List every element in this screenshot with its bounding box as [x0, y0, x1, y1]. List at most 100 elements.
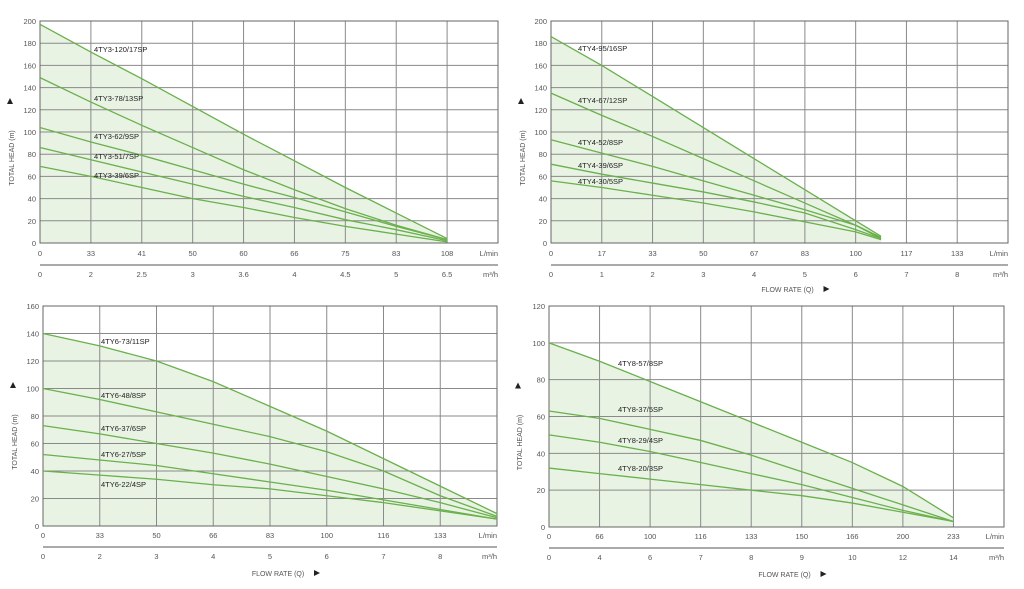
- x-tick-lmin: 0: [38, 249, 42, 258]
- y-tick-label: 20: [539, 217, 547, 226]
- x-axis-title: FLOW RATE (Q): [252, 571, 304, 578]
- plot-frame: [42, 305, 498, 527]
- y-arrow-icon: [515, 382, 521, 389]
- y-tick-label: 120: [26, 357, 39, 366]
- x-tick-m3h: 4: [597, 553, 601, 562]
- chart-1: 0204060801001201401601802004TY3-120/17SP…: [7, 17, 499, 279]
- curve-4ty6-22-4sp: [42, 470, 498, 520]
- x-tick-m3h: 3: [701, 270, 705, 279]
- x-tick-m3h: 2.5: [137, 270, 147, 279]
- x-tick-lmin: 100: [849, 249, 862, 258]
- curve-4ty6-48-8sp: [42, 387, 498, 517]
- curve-label: 4TY3-120/17SP: [94, 45, 147, 54]
- curve-label: 4TY8-37/5SP: [618, 405, 663, 414]
- x-tick-lmin: 41: [138, 249, 146, 258]
- x-tick-lmin: 66: [290, 249, 298, 258]
- x-tick-m3h: 0: [38, 270, 42, 279]
- x-tick-lmin: 66: [595, 532, 603, 541]
- y-axis-title: TOTAL HEAD (m): [517, 415, 524, 470]
- curve-label: 4TY6-27/5SP: [101, 450, 146, 459]
- y-tick-label: 160: [23, 61, 36, 70]
- x-tick-m3h: 6: [648, 553, 652, 562]
- curve-4ty4-39-6sp: [550, 163, 882, 240]
- x-tick-m3h: 9: [800, 553, 804, 562]
- x-tick-lmin: 66: [209, 531, 217, 540]
- y-tick-label: 120: [23, 106, 36, 115]
- curve-label: 4TY8-20/3SP: [618, 464, 663, 473]
- x-tick-m3h: 10: [848, 553, 856, 562]
- y-tick-label: 200: [23, 17, 36, 26]
- y-tick-label: 40: [539, 195, 547, 204]
- curve-label: 4TY4-52/8SP: [578, 138, 623, 147]
- y-tick-label: 40: [31, 467, 39, 476]
- x-tick-m3h: 5: [394, 270, 398, 279]
- x-tick-lmin: 67: [750, 249, 758, 258]
- x-tick-m3h: 0: [549, 270, 553, 279]
- curve-4ty8-20-3sp: [548, 467, 954, 523]
- y-tick-label: 100: [26, 385, 39, 394]
- y-tick-label: 180: [23, 39, 36, 48]
- curve-label: 4TY4-95/16SP: [578, 44, 627, 53]
- x-tick-lmin: 117: [900, 249, 912, 258]
- y-tick-label: 160: [26, 302, 39, 311]
- x-tick-m3h: 4.5: [340, 270, 350, 279]
- y-tick-label: 80: [539, 150, 547, 159]
- x-tick-lmin: 0: [547, 532, 551, 541]
- x-tick-m3h: 0: [41, 552, 45, 561]
- x-tick-m3h: 2: [89, 270, 93, 279]
- x-tick-m3h: 4: [292, 270, 296, 279]
- curve-label: 4TY6-37/6SP: [101, 424, 146, 433]
- curve-4ty3-120-17sp: [39, 23, 448, 240]
- y-tick-label: 80: [537, 376, 545, 385]
- x-tick-m3h: 5: [268, 552, 272, 561]
- x-tick-m3h: 7: [699, 553, 703, 562]
- x-unit-m3h: m³/h: [483, 270, 498, 279]
- y-tick-label: 0: [32, 239, 36, 248]
- x-tick-lmin: 50: [188, 249, 196, 258]
- y-axis-title: TOTAL HEAD (m): [9, 130, 16, 185]
- curve-label: 4TY6-48/8SP: [101, 391, 146, 400]
- x-unit-lmin: L/min: [986, 532, 1004, 541]
- x-tick-m3h: 3: [191, 270, 195, 279]
- y-tick-label: 80: [28, 150, 36, 159]
- x-unit-m3h: m³/h: [989, 553, 1004, 562]
- x-unit-m3h: m³/h: [993, 270, 1008, 279]
- curve-label: 4TY6-22/4SP: [101, 480, 146, 489]
- y-tick-label: 40: [28, 195, 36, 204]
- x-tick-lmin: 75: [341, 249, 349, 258]
- x-tick-lmin: 150: [796, 532, 809, 541]
- x-unit-lmin: L/min: [480, 249, 498, 258]
- y-tick-label: 140: [23, 84, 36, 93]
- x-tick-lmin: 200: [897, 532, 910, 541]
- x-axis-title: FLOW RATE (Q): [758, 572, 810, 579]
- curve-4ty3-51-7sp: [39, 146, 448, 242]
- x-arrow-icon: [314, 570, 320, 576]
- x-tick-m3h: 7: [904, 270, 908, 279]
- y-tick-label: 0: [35, 522, 39, 531]
- curve-4ty4-52-8sp: [550, 139, 882, 240]
- curve-4ty4-67-12sp: [550, 92, 882, 239]
- curve-4ty4-30-5sp: [550, 180, 882, 241]
- y-tick-label: 100: [534, 128, 547, 137]
- x-tick-lmin: 166: [846, 532, 859, 541]
- curve-label: 4TY3-39/6SP: [94, 171, 139, 180]
- curve-label: 4TY4-39/6SP: [578, 161, 623, 170]
- y-tick-label: 20: [28, 217, 36, 226]
- x-tick-lmin: 133: [951, 249, 964, 258]
- plot-frame: [550, 20, 1009, 244]
- x-tick-m3h: 3.6: [238, 270, 248, 279]
- x-unit-lmin: L/min: [990, 249, 1008, 258]
- y-tick-label: 20: [31, 495, 39, 504]
- x-tick-lmin: 100: [644, 532, 657, 541]
- x-tick-lmin: 17: [598, 249, 606, 258]
- chart-4: 0204060801001204TY8-57/8SP4TY8-37/5SP4TY…: [515, 302, 1005, 579]
- x-tick-m3h: 14: [949, 553, 957, 562]
- x-unit-m3h: m³/h: [482, 552, 497, 561]
- y-tick-label: 60: [31, 440, 39, 449]
- x-tick-m3h: 7: [381, 552, 385, 561]
- x-tick-lmin: 50: [699, 249, 707, 258]
- y-tick-label: 0: [541, 523, 545, 532]
- x-tick-m3h: 5: [803, 270, 807, 279]
- x-tick-m3h: 4: [211, 552, 215, 561]
- y-tick-label: 60: [537, 413, 545, 422]
